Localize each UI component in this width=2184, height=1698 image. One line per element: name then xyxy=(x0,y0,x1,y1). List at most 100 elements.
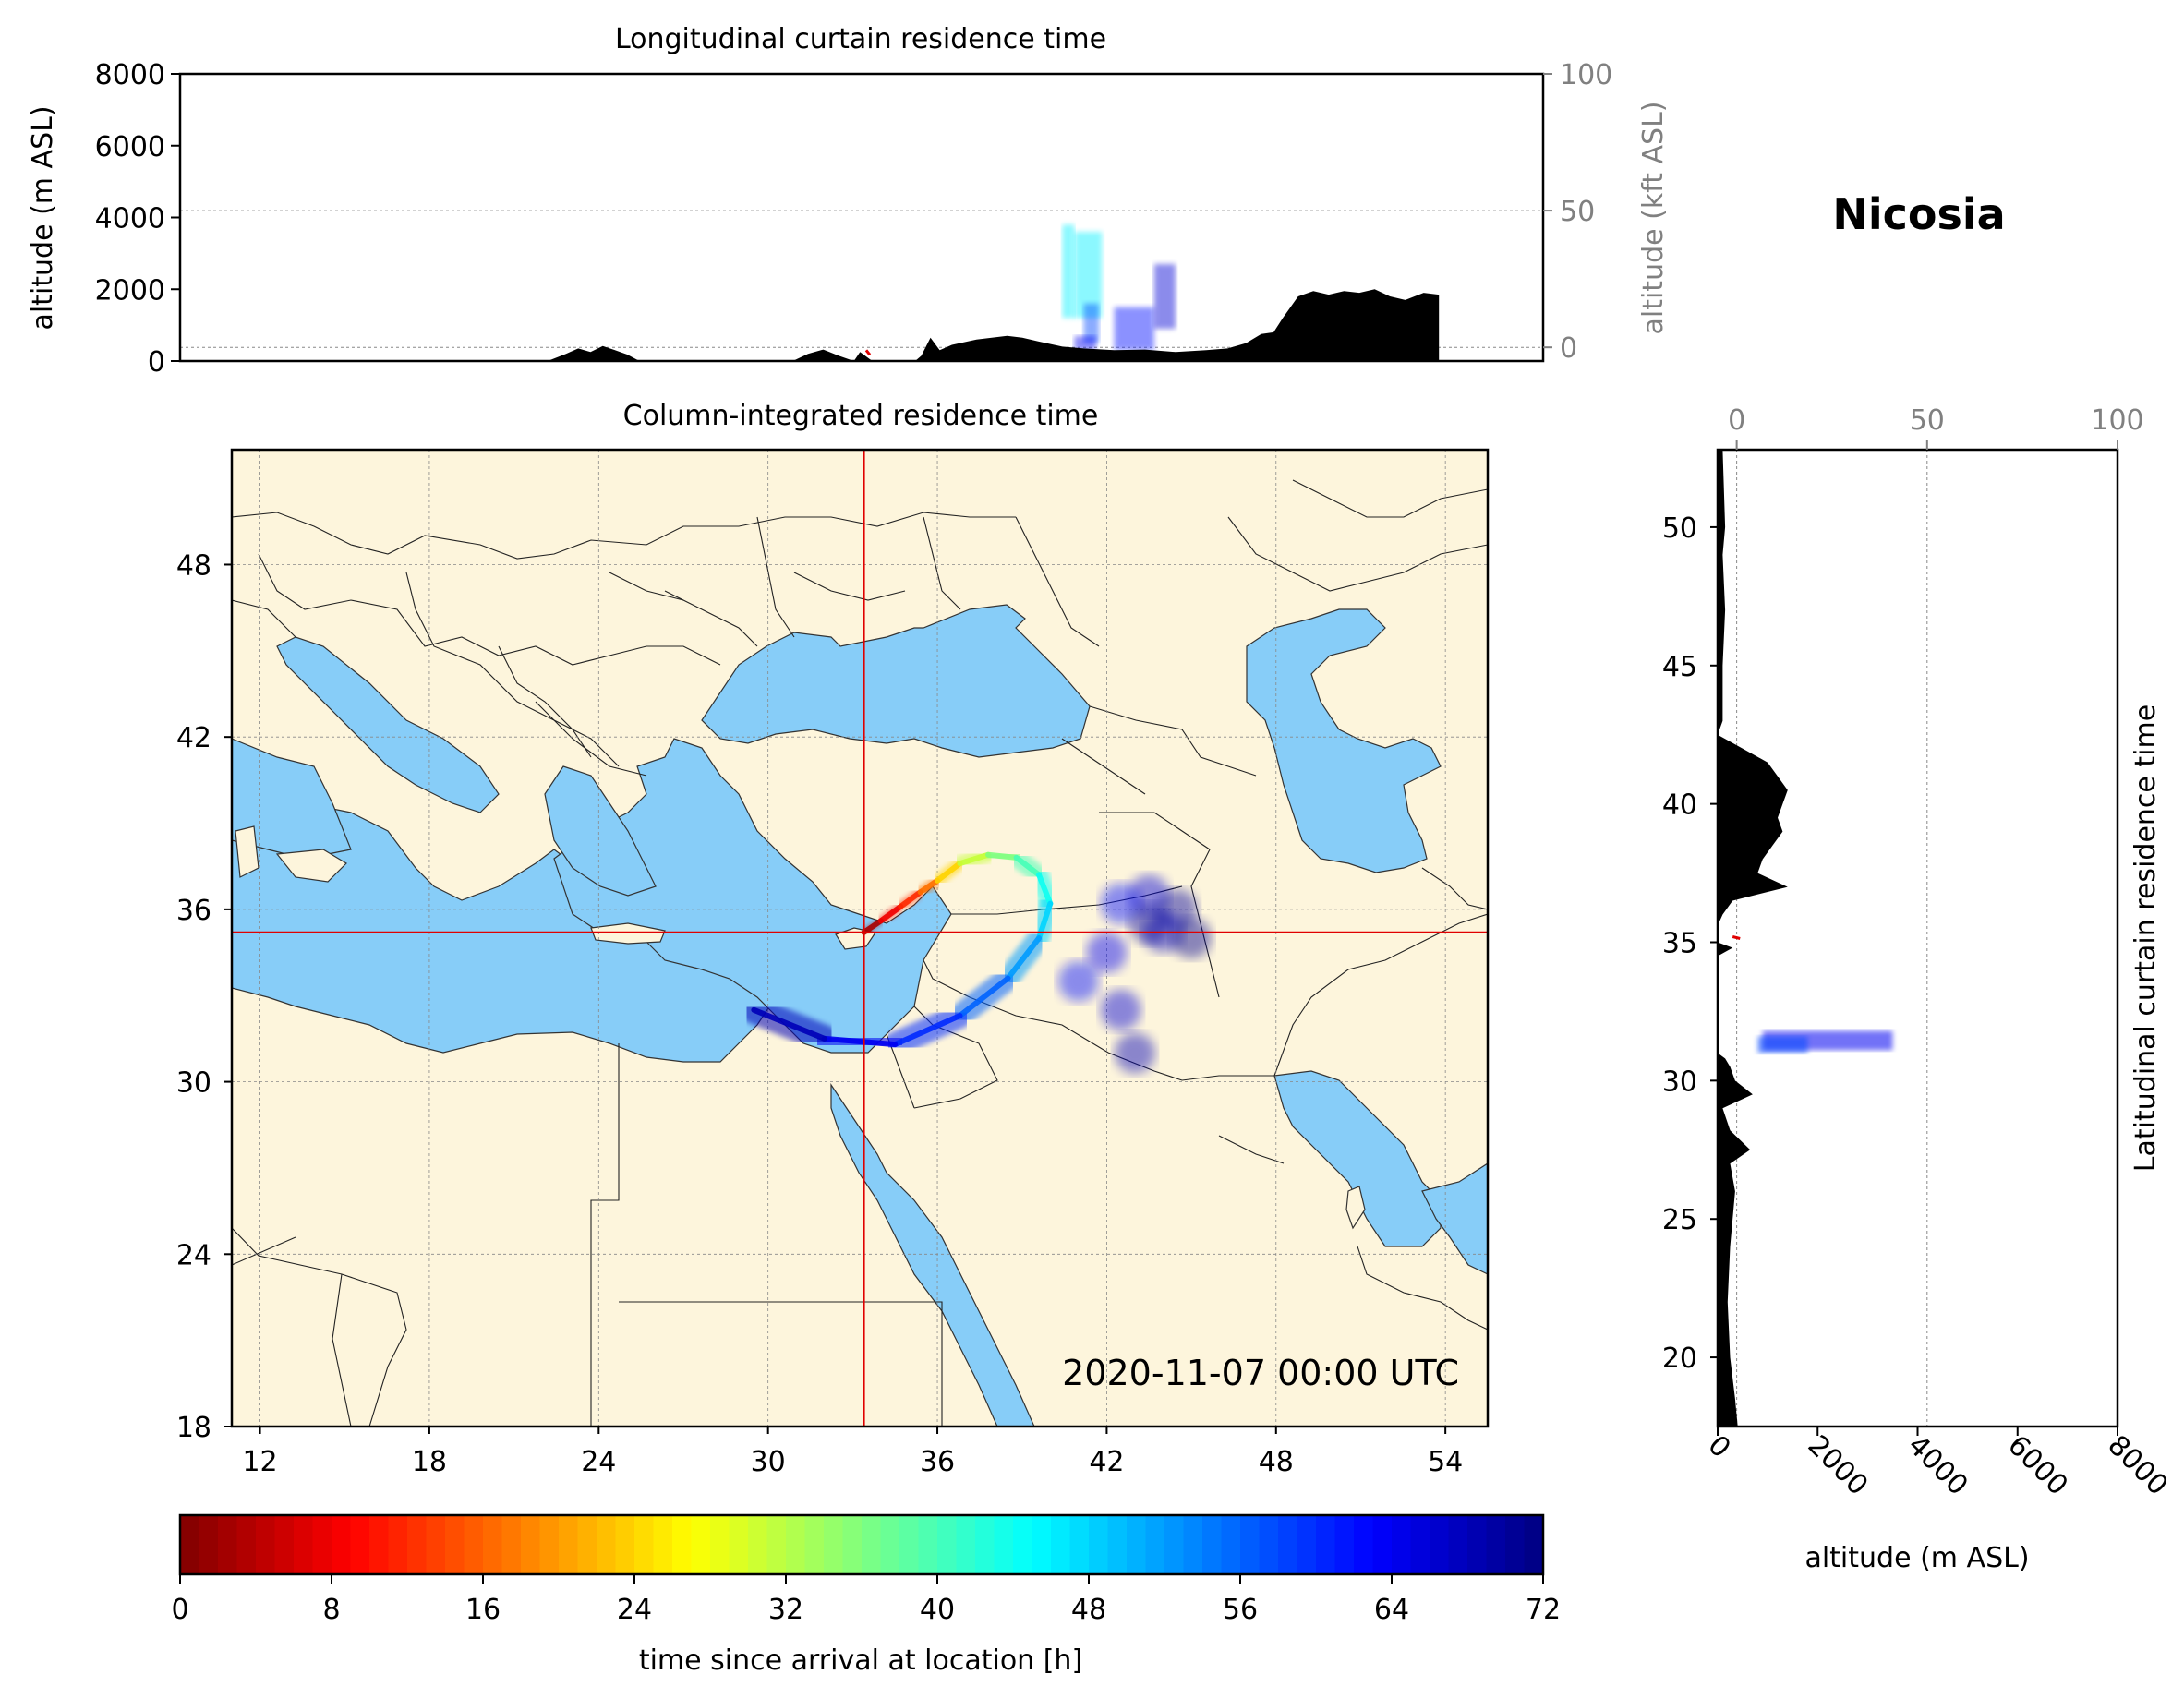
plume-core-segment xyxy=(985,851,1020,861)
top-residence-blob xyxy=(1114,307,1154,351)
colorbar-cell xyxy=(312,1515,332,1574)
colorbar-cell xyxy=(1372,1515,1393,1574)
colorbar-cell xyxy=(1430,1515,1450,1574)
colorbar-cell xyxy=(577,1515,597,1574)
map-timestamp: 2020-11-07 00:00 UTC xyxy=(1062,1353,1459,1393)
colorbar-cell xyxy=(1259,1515,1279,1574)
colorbar-cell xyxy=(521,1515,541,1574)
colorbar-cell xyxy=(350,1515,370,1574)
sardinia-island xyxy=(235,825,259,878)
location-title: Nicosia xyxy=(1832,189,2005,239)
plume-core-segment xyxy=(957,851,992,867)
colorbar-cell xyxy=(937,1515,958,1574)
adriatic-sea xyxy=(276,636,500,813)
colorbar-cell xyxy=(501,1515,522,1574)
colorbar-cell xyxy=(615,1515,635,1574)
colorbar-cell xyxy=(710,1515,730,1574)
colorbar-cell xyxy=(294,1515,314,1574)
top-left-y-tick-label: 2000 xyxy=(95,274,165,307)
right-top-x-tick-label: 50 xyxy=(1910,404,1945,437)
colorbar-cell xyxy=(1467,1515,1488,1574)
longitudinal-curtain-panel: Longitudinal curtain residence time 0 200… xyxy=(27,23,1670,379)
aegean-sea xyxy=(544,765,657,897)
right-x-tick-label: 2000 xyxy=(1802,1429,1875,1502)
column-integrated-panel: Column-integrated residence time xyxy=(176,400,1490,1478)
top-left-y-tick-label: 6000 xyxy=(95,131,165,163)
colorbar-cell xyxy=(691,1515,711,1574)
colorbar-cell xyxy=(559,1515,579,1574)
colorbar-cell xyxy=(1297,1515,1317,1574)
plume-patch xyxy=(1086,932,1128,973)
map-x-tick-label: 54 xyxy=(1428,1446,1463,1478)
map-y-tick-label: 36 xyxy=(176,895,211,927)
map-y-tick-label: 30 xyxy=(176,1067,211,1100)
colorbar-cell xyxy=(824,1515,844,1574)
right-terrain-area xyxy=(1718,450,1788,1427)
colorbar-label: time since arrival at location [h] xyxy=(639,1644,1082,1677)
map-x-tick-label: 12 xyxy=(242,1446,277,1478)
caspian-sea xyxy=(1246,608,1442,873)
colorbar-cell xyxy=(236,1515,257,1574)
plume-core-segment xyxy=(1005,935,1043,981)
right-bottom-x-ticks: 0 2000 4000 6000 8000 xyxy=(1701,1427,2174,1502)
top-left-y-tick-label: 0 xyxy=(148,346,165,379)
colorbar-cell xyxy=(369,1515,390,1574)
colorbar-cell xyxy=(1278,1515,1298,1574)
colorbar-cell xyxy=(862,1515,882,1574)
top-residence-blob xyxy=(1074,335,1096,351)
colorbar-cell xyxy=(1051,1515,1071,1574)
plume-core-segment xyxy=(1013,854,1043,878)
colorbar-cell xyxy=(1202,1515,1223,1574)
colorbar-tick-label: 16 xyxy=(465,1594,501,1626)
right-y-tick-label: 20 xyxy=(1662,1343,1697,1375)
top-right-y-axis-label: altitude (kft ASL) xyxy=(1637,101,1670,334)
colorbar-cell xyxy=(1448,1515,1468,1574)
top-left-y-axis-label: altitude (m ASL) xyxy=(27,105,59,330)
colorbar-tick-label: 48 xyxy=(1071,1594,1106,1626)
right-y-axis-label: Latitudinal curtain residence time xyxy=(2130,704,2162,1172)
plume-patch xyxy=(1100,989,1141,1030)
right-residence-blobs xyxy=(1757,1030,1893,1054)
colorbar-tick-label: 32 xyxy=(768,1594,803,1626)
right-top-x-ticks: 0 50 100 xyxy=(1728,404,2144,450)
right-axes-background xyxy=(1718,450,2118,1427)
colorbar-cell xyxy=(899,1515,920,1574)
red-sea xyxy=(830,1083,1035,1427)
colorbar-cell xyxy=(1183,1515,1203,1574)
column-integrated-title: Column-integrated residence time xyxy=(623,400,1099,432)
colorbar-tick-label: 24 xyxy=(617,1594,652,1626)
map-y-tick-label: 18 xyxy=(176,1412,211,1444)
top-right-y-tick-label: 100 xyxy=(1560,59,1612,91)
colorbar-cell xyxy=(1127,1515,1147,1574)
map-x-tick-label: 42 xyxy=(1089,1446,1124,1478)
longitudinal-curtain-title: Longitudinal curtain residence time xyxy=(615,23,1106,55)
map-borders xyxy=(232,479,1488,1427)
colorbar-cell xyxy=(464,1515,484,1574)
map-x-tick-label: 24 xyxy=(581,1446,616,1478)
map-gridlines xyxy=(232,450,1488,1427)
plume-patch xyxy=(1114,1032,1155,1074)
top-left-y-tick-label: 4000 xyxy=(95,203,165,235)
colorbar-frame xyxy=(178,1513,1545,1576)
right-y-tick-label: 25 xyxy=(1662,1204,1697,1236)
colorbar-tick-label: 64 xyxy=(1374,1594,1409,1626)
colorbar-ticks: 0 8 16 24 32 40 48 56 64 72 xyxy=(171,1574,1561,1626)
colorbar-cell xyxy=(407,1515,428,1574)
colorbar-tick-label: 72 xyxy=(1526,1594,1561,1626)
right-top-x-tick-label: 100 xyxy=(2091,404,2143,437)
plume-core-segment xyxy=(892,1013,963,1048)
map-axes-frame xyxy=(230,448,1490,1428)
map-x-ticks: 12 18 24 30 36 42 48 54 xyxy=(242,1427,1463,1478)
colorbar-cell xyxy=(1032,1515,1052,1574)
colorbar-cell xyxy=(729,1515,749,1574)
top-left-y-ticks: 0 2000 4000 6000 8000 xyxy=(95,59,180,379)
colorbar-cell xyxy=(804,1515,825,1574)
colorbar-cell xyxy=(842,1515,863,1574)
top-location-marker xyxy=(864,349,872,356)
colorbar-cell xyxy=(1013,1515,1033,1574)
top-residence-blobs xyxy=(1062,224,1176,351)
colorbar-cell xyxy=(1524,1515,1544,1574)
plume-core-segment xyxy=(898,889,923,909)
plume-patch xyxy=(1057,960,1099,1002)
map-x-tick-label: 30 xyxy=(751,1446,786,1478)
